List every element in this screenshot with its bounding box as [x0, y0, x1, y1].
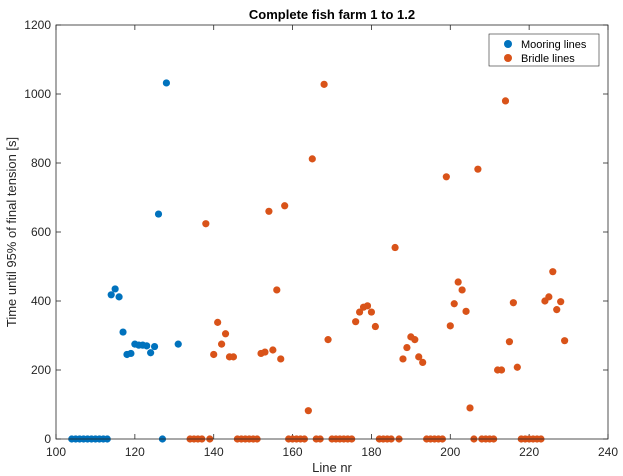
data-point-bridle	[447, 322, 454, 329]
y-tick-label: 0	[44, 432, 51, 446]
data-point-bridle	[222, 330, 229, 337]
data-point-bridle	[549, 268, 556, 275]
data-point-mooring	[155, 210, 162, 217]
data-point-bridle	[506, 338, 513, 345]
data-point-mooring	[112, 285, 119, 292]
data-point-bridle	[277, 355, 284, 362]
data-point-mooring	[127, 350, 134, 357]
data-point-mooring	[115, 293, 122, 300]
data-point-bridle	[459, 286, 466, 293]
data-point-bridle	[411, 336, 418, 343]
data-point-bridle	[419, 359, 426, 366]
legend-label-mooring: Mooring lines	[521, 39, 587, 51]
x-tick-label: 200	[440, 445, 460, 459]
data-point-mooring	[108, 291, 115, 298]
x-tick-label: 100	[46, 445, 66, 459]
data-point-bridle	[403, 344, 410, 351]
data-point-bridle	[261, 348, 268, 355]
legend-marker-bridle	[504, 54, 512, 62]
legend: Mooring lines Bridle lines	[489, 34, 599, 66]
data-point-mooring	[147, 349, 154, 356]
data-point-bridle	[474, 166, 481, 173]
x-axis-label: Line nr	[312, 460, 352, 475]
data-point-bridle	[510, 299, 517, 306]
y-tick-label: 800	[31, 156, 51, 170]
data-point-bridle	[502, 97, 509, 104]
data-point-bridle	[498, 366, 505, 373]
y-tick-label: 1200	[24, 18, 51, 32]
data-point-bridle	[545, 293, 552, 300]
x-tick-label: 120	[125, 445, 145, 459]
data-point-bridle	[364, 302, 371, 309]
data-point-bridle	[466, 404, 473, 411]
data-point-bridle	[265, 208, 272, 215]
data-point-bridle	[391, 244, 398, 251]
data-point-bridle	[553, 306, 560, 313]
data-point-bridle	[273, 286, 280, 293]
plot-area	[56, 25, 608, 439]
data-point-bridle	[202, 220, 209, 227]
data-point-bridle	[214, 319, 221, 326]
data-point-bridle	[372, 323, 379, 330]
data-point-bridle	[309, 155, 316, 162]
y-tick-label: 400	[31, 294, 51, 308]
data-point-mooring	[119, 328, 126, 335]
x-tick-label: 220	[519, 445, 539, 459]
x-tick-label: 160	[283, 445, 303, 459]
data-point-mooring	[143, 342, 150, 349]
data-point-bridle	[399, 355, 406, 362]
y-axis-label: Time until 95% of final tension [s]	[4, 137, 19, 327]
data-point-bridle	[455, 278, 462, 285]
data-point-bridle	[561, 337, 568, 344]
data-point-bridle	[368, 308, 375, 315]
data-point-bridle	[352, 318, 359, 325]
y-tick-label: 1000	[24, 87, 51, 101]
data-point-mooring	[163, 79, 170, 86]
data-point-bridle	[557, 298, 564, 305]
x-tick-label: 180	[361, 445, 381, 459]
y-tick-label: 200	[31, 363, 51, 377]
data-point-bridle	[321, 81, 328, 88]
data-point-bridle	[443, 173, 450, 180]
data-point-bridle	[451, 300, 458, 307]
x-tick-label: 240	[598, 445, 618, 459]
chart-title: Complete fish farm 1 to 1.2	[249, 7, 415, 22]
data-point-bridle	[218, 341, 225, 348]
x-tick-label: 140	[204, 445, 224, 459]
data-point-bridle	[324, 336, 331, 343]
data-point-bridle	[281, 202, 288, 209]
data-point-bridle	[514, 364, 521, 371]
data-point-bridle	[269, 346, 276, 353]
data-point-mooring	[151, 343, 158, 350]
legend-marker-mooring	[504, 40, 512, 48]
data-point-bridle	[210, 351, 217, 358]
data-point-bridle	[230, 353, 237, 360]
data-point-bridle	[462, 308, 469, 315]
data-point-mooring	[175, 341, 182, 348]
data-point-bridle	[305, 407, 312, 414]
legend-label-bridle: Bridle lines	[521, 53, 575, 65]
y-tick-label: 600	[31, 225, 51, 239]
